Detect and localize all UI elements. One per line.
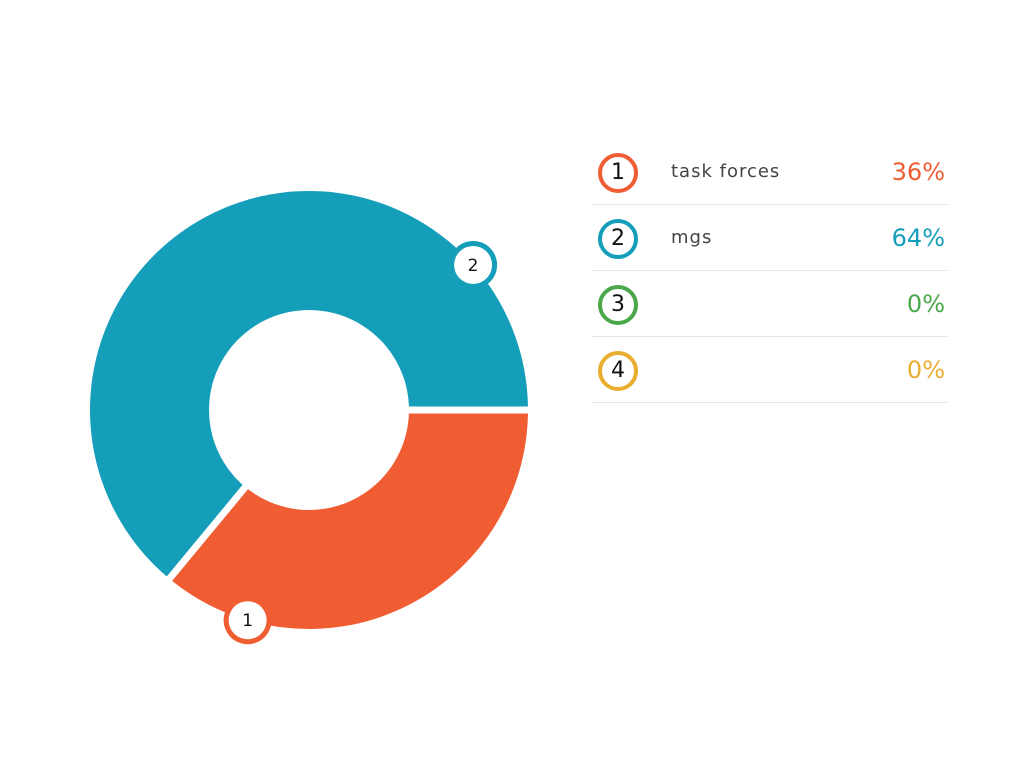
donut-chart: 12: [89, 190, 530, 645]
slice-separator: [165, 483, 250, 583]
donut-slice: [169, 410, 528, 629]
legend-number-badge: 3: [598, 285, 638, 325]
legend-number-badge: 1: [598, 153, 638, 193]
legend-number-badge: 2: [598, 219, 638, 259]
legend-label: mgs: [671, 227, 713, 248]
donut-slice: [89, 190, 529, 579]
legend-value: 36%: [891, 158, 945, 186]
badge-fill: [228, 601, 267, 640]
legend-value: 0%: [906, 290, 945, 318]
chart-legend: 1 task forces 36% 2 mgs 64% 3 0% 4 0%: [592, 139, 948, 403]
legend-item: 4 0%: [592, 337, 948, 403]
legend-item: 1 task forces 36%: [592, 139, 948, 205]
badge-fill: [454, 245, 493, 284]
legend-label: task forces: [671, 161, 781, 182]
legend-item: 3 0%: [592, 271, 948, 337]
legend-item: 2 mgs 64%: [592, 205, 948, 271]
slice-number-badge: 2: [449, 240, 498, 289]
legend-value: 64%: [891, 224, 945, 252]
legend-number-badge: 4: [598, 351, 638, 391]
badge-number: 2: [468, 256, 479, 276]
legend-value: 0%: [906, 356, 945, 384]
badge-number: 1: [242, 611, 253, 631]
slice-number-badge: 1: [223, 596, 272, 645]
